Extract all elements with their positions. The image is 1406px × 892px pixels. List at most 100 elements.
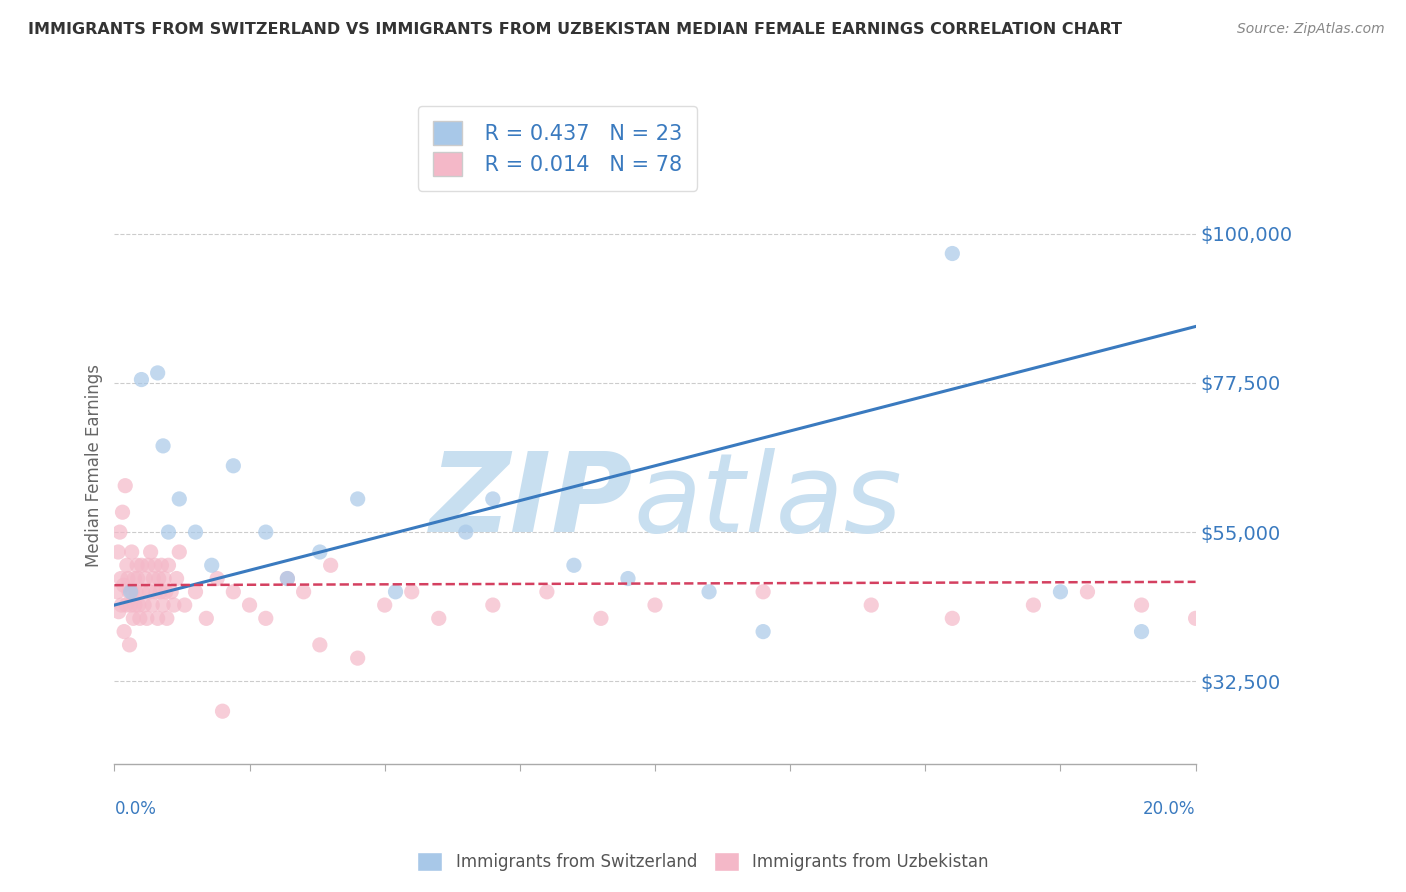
Point	[562, 558, 585, 573]
Point	[254, 611, 277, 625]
Point	[454, 525, 477, 540]
Point	[143, 558, 166, 573]
Point	[374, 598, 396, 612]
Text: Source: ZipAtlas.com: Source: ZipAtlas.com	[1237, 22, 1385, 37]
Legend: Immigrants from Switzerland, Immigrants from Uzbekistan: Immigrants from Switzerland, Immigrants …	[409, 843, 997, 880]
Point	[146, 611, 169, 625]
Point	[150, 558, 173, 573]
Point	[941, 246, 963, 260]
Point	[146, 366, 169, 380]
Point	[135, 611, 157, 625]
Y-axis label: Median Female Earnings: Median Female Earnings	[86, 364, 103, 567]
Point	[134, 572, 156, 586]
Point	[319, 558, 342, 573]
Point	[254, 525, 277, 540]
Point	[134, 598, 156, 612]
Point	[141, 598, 163, 612]
Point	[173, 598, 195, 612]
Point	[1184, 611, 1206, 625]
Point	[127, 558, 149, 573]
Point	[482, 491, 505, 506]
Point	[108, 525, 131, 540]
Point	[121, 545, 143, 559]
Point	[152, 439, 174, 453]
Text: ZIP: ZIP	[430, 448, 633, 555]
Point	[1130, 598, 1153, 612]
Point	[536, 584, 558, 599]
Legend:  R = 0.437   N = 23,  R = 0.014   N = 78: R = 0.437 N = 23, R = 0.014 N = 78	[418, 106, 697, 191]
Point	[107, 545, 129, 559]
Point	[142, 572, 165, 586]
Point	[346, 651, 368, 665]
Text: 0.0%: 0.0%	[114, 800, 156, 818]
Text: 20.0%: 20.0%	[1143, 800, 1195, 818]
Point	[112, 624, 135, 639]
Point	[752, 624, 775, 639]
Point	[166, 572, 188, 586]
Point	[118, 638, 141, 652]
Point	[121, 584, 143, 599]
Point	[148, 572, 170, 586]
Point	[155, 584, 177, 599]
Point	[105, 584, 128, 599]
Point	[238, 598, 260, 612]
Point	[169, 491, 191, 506]
Point	[160, 584, 183, 599]
Point	[117, 572, 139, 586]
Point	[131, 372, 153, 386]
Point	[125, 584, 148, 599]
Point	[195, 611, 218, 625]
Point	[163, 598, 186, 612]
Point	[1022, 598, 1045, 612]
Point	[222, 584, 245, 599]
Point	[308, 638, 330, 652]
Point	[153, 572, 176, 586]
Point	[617, 572, 640, 586]
Point	[145, 584, 167, 599]
Point	[644, 598, 666, 612]
Text: IMMIGRANTS FROM SWITZERLAND VS IMMIGRANTS FROM UZBEKISTAN MEDIAN FEMALE EARNINGS: IMMIGRANTS FROM SWITZERLAND VS IMMIGRANT…	[28, 22, 1122, 37]
Point	[427, 611, 450, 625]
Point	[308, 545, 330, 559]
Point	[115, 558, 138, 573]
Point	[697, 584, 720, 599]
Point	[122, 611, 145, 625]
Point	[118, 584, 141, 599]
Point	[112, 578, 135, 592]
Point	[128, 611, 150, 625]
Point	[128, 598, 150, 612]
Point	[124, 572, 146, 586]
Point	[276, 572, 298, 586]
Point	[1049, 584, 1071, 599]
Point	[156, 611, 179, 625]
Point	[124, 598, 146, 612]
Point	[120, 598, 142, 612]
Point	[115, 598, 138, 612]
Point	[157, 525, 180, 540]
Point	[184, 584, 207, 599]
Point	[127, 572, 149, 586]
Point	[401, 584, 423, 599]
Point	[110, 598, 132, 612]
Point	[131, 558, 153, 573]
Point	[120, 584, 142, 599]
Point	[1130, 624, 1153, 639]
Point	[346, 491, 368, 506]
Point	[138, 584, 160, 599]
Point	[205, 572, 228, 586]
Point	[169, 545, 191, 559]
Point	[139, 545, 162, 559]
Point	[152, 598, 174, 612]
Point	[111, 505, 134, 519]
Point	[222, 458, 245, 473]
Point	[752, 584, 775, 599]
Point	[136, 558, 159, 573]
Point	[276, 572, 298, 586]
Point	[860, 598, 883, 612]
Text: atlas: atlas	[633, 448, 903, 555]
Point	[110, 572, 132, 586]
Point	[1076, 584, 1098, 599]
Point	[201, 558, 224, 573]
Point	[941, 611, 963, 625]
Point	[131, 584, 153, 599]
